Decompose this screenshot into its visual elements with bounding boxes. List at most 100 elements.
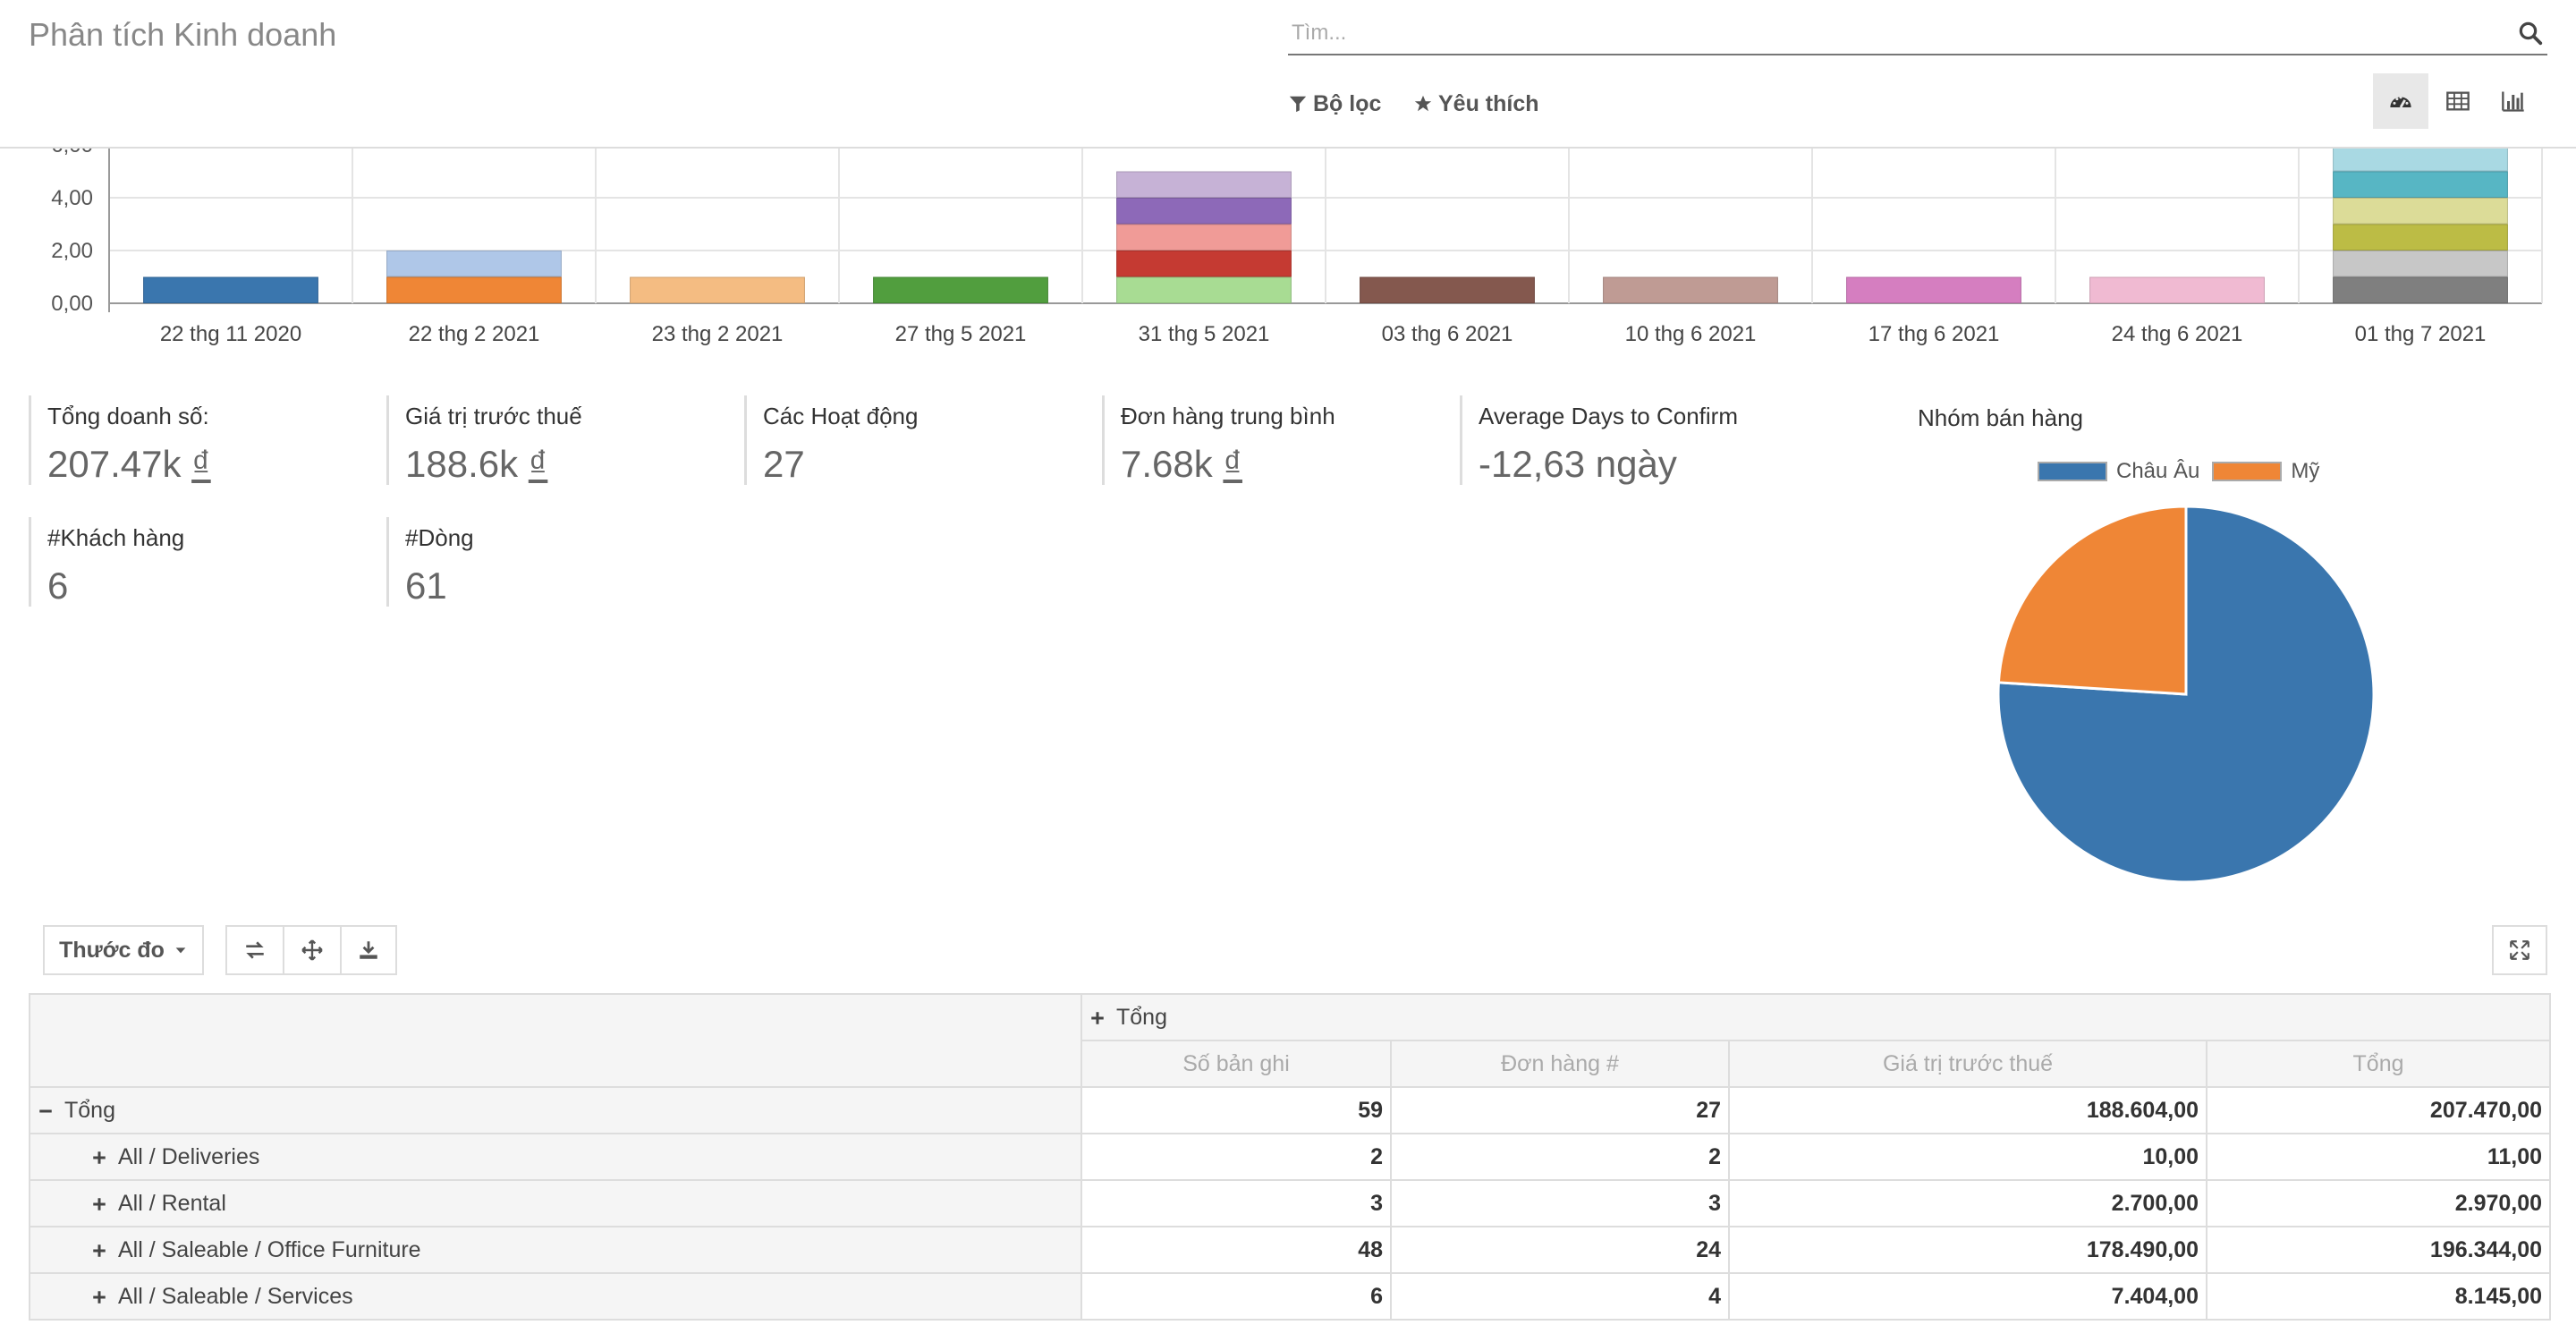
pivot-row-header[interactable]: Tổng bbox=[29, 1086, 1082, 1134]
plus-icon bbox=[93, 1198, 106, 1210]
caret-down-icon bbox=[175, 947, 186, 954]
bar-segment[interactable] bbox=[2333, 224, 2508, 251]
bar-segment-outline bbox=[1846, 276, 2021, 303]
bar-segment[interactable] bbox=[1116, 276, 1292, 304]
pivot-cell[interactable]: 10,00 bbox=[1728, 1133, 2207, 1181]
bar-chart-icon bbox=[2502, 91, 2524, 112]
pivot-header-row: Tổng bbox=[29, 993, 2552, 1088]
fullscreen-button[interactable] bbox=[2492, 925, 2547, 975]
kpi-average-order[interactable]: Đơn hàng trung bình 7.68k ₫ bbox=[1102, 395, 1335, 485]
search-input[interactable] bbox=[1290, 14, 2492, 52]
pivot-col-group-header[interactable]: Tổng bbox=[1080, 993, 2552, 1041]
kpi-days-to-confirm[interactable]: Average Days to Confirm -12,63 ngày bbox=[1460, 395, 1738, 485]
pivot-cell[interactable]: 4 bbox=[1390, 1272, 1730, 1321]
bar-segment[interactable] bbox=[386, 251, 562, 277]
kpi-label: #Khách hàng bbox=[47, 524, 185, 551]
favorites-button[interactable]: Yêu thích bbox=[1413, 88, 1539, 120]
pivot-row-header[interactable]: All / Rental bbox=[29, 1179, 1082, 1227]
kpi-activities[interactable]: Các Hoạt động 27 bbox=[744, 395, 918, 485]
bar-segment[interactable] bbox=[1360, 276, 1535, 304]
pie-chart bbox=[1996, 505, 2376, 884]
search-icon[interactable] bbox=[2517, 20, 2544, 47]
pivot-measure-header[interactable]: Đơn hàng # bbox=[1390, 1040, 1730, 1088]
pivot-cell[interactable]: 59 bbox=[1080, 1086, 1392, 1134]
star-icon bbox=[1414, 95, 1432, 112]
bar-segment[interactable] bbox=[2333, 198, 2508, 225]
bar-segment[interactable] bbox=[2333, 251, 2508, 277]
bar-segment[interactable] bbox=[1116, 224, 1292, 251]
bar-segment[interactable] bbox=[2333, 276, 2508, 304]
pivot-cell[interactable]: 3 bbox=[1080, 1179, 1392, 1227]
filter-button[interactable]: Bộ lọc bbox=[1288, 88, 1381, 120]
pivot-cell[interactable]: 48 bbox=[1080, 1226, 1392, 1274]
kpi-value: 7.68k ₫ bbox=[1121, 443, 1242, 485]
expand-all-button[interactable] bbox=[283, 925, 342, 975]
kpi-untaxed-total[interactable]: Giá trị trước thuế 188.6k ₫ bbox=[386, 395, 582, 485]
legend-item[interactable]: Mỹ bbox=[2212, 459, 2319, 484]
bar-segment-outline bbox=[1116, 251, 1292, 277]
kpi-value: 27 bbox=[763, 443, 805, 485]
kpi-label: Các Hoạt động bbox=[763, 403, 919, 429]
pivot-cell[interactable]: 2 bbox=[1390, 1133, 1730, 1181]
bar-segment[interactable] bbox=[2333, 149, 2508, 172]
y-tick-label: 6,00 bbox=[51, 149, 93, 157]
measures-dropdown[interactable]: Thước đo bbox=[43, 925, 204, 975]
pivot-cell[interactable]: 207.470,00 bbox=[2205, 1086, 2552, 1134]
pivot-cell[interactable]: 7.404,00 bbox=[1728, 1272, 2207, 1321]
pivot-measure-header[interactable]: Tổng bbox=[2205, 1040, 2552, 1088]
pivot-cell[interactable]: 6 bbox=[1080, 1272, 1392, 1321]
x-tick-label: 27 thg 5 2021 bbox=[895, 322, 1027, 346]
pie-slice[interactable] bbox=[1996, 505, 2188, 696]
bar-segment-outline bbox=[1116, 276, 1292, 303]
kpi-lines[interactable]: #Dòng 61 bbox=[386, 517, 474, 607]
pivot-cell[interactable]: 24 bbox=[1390, 1226, 1730, 1274]
pie-slice[interactable] bbox=[1996, 505, 2376, 884]
kpi-label: Average Days to Confirm bbox=[1479, 403, 1738, 429]
pivot-cell[interactable]: 2.970,00 bbox=[2205, 1179, 2552, 1227]
pivot-cell[interactable]: 27 bbox=[1390, 1086, 1730, 1134]
bar-segment[interactable] bbox=[1603, 276, 1778, 304]
bar-segment[interactable] bbox=[2089, 276, 2265, 304]
download-button[interactable] bbox=[340, 925, 397, 975]
plus-icon bbox=[93, 1291, 106, 1304]
bar-segment[interactable] bbox=[143, 276, 318, 304]
pivot-cell[interactable]: 178.490,00 bbox=[1728, 1226, 2207, 1274]
dashboard-view-button[interactable] bbox=[2373, 73, 2428, 129]
plus-icon bbox=[93, 1151, 106, 1164]
pivot-row-header[interactable]: All / Deliveries bbox=[29, 1133, 1082, 1181]
bar-segment[interactable] bbox=[1116, 198, 1292, 225]
graph-view-button[interactable] bbox=[2486, 73, 2541, 129]
pivot-cell[interactable]: 11,00 bbox=[2205, 1133, 2552, 1181]
kpi-customers[interactable]: #Khách hàng 6 bbox=[29, 517, 184, 607]
flip-axis-button[interactable] bbox=[225, 925, 284, 975]
pivot-cell[interactable]: 8.145,00 bbox=[2205, 1272, 2552, 1321]
kpi-label: Đơn hàng trung bình bbox=[1121, 403, 1335, 429]
download-icon bbox=[360, 941, 377, 959]
kpi-value: 188.6k ₫ bbox=[405, 443, 548, 485]
bar-segment[interactable] bbox=[873, 276, 1048, 304]
pivot-cell[interactable]: 196.344,00 bbox=[2205, 1226, 2552, 1274]
pie-legend: Châu Âu Mỹ bbox=[2038, 458, 2319, 485]
pivot-row-header[interactable]: All / Saleable / Office Furniture bbox=[29, 1226, 1082, 1274]
pivot-cell[interactable]: 2.700,00 bbox=[1728, 1179, 2207, 1227]
pivot-row-header[interactable]: All / Saleable / Services bbox=[29, 1272, 1082, 1321]
pivot-measure-header[interactable]: Giá trị trước thuế bbox=[1728, 1040, 2207, 1088]
pivot-cell[interactable]: 188.604,00 bbox=[1728, 1086, 2207, 1134]
bar-segment[interactable] bbox=[1116, 251, 1292, 277]
bar-segment[interactable] bbox=[1846, 276, 2021, 304]
pivot-measure-header[interactable]: Số bản ghi bbox=[1080, 1040, 1392, 1088]
table-view-button[interactable] bbox=[2430, 73, 2486, 129]
measures-label: Thước đo bbox=[59, 937, 165, 963]
x-tick-label: 22 thg 2 2021 bbox=[409, 322, 540, 346]
bar-segment[interactable] bbox=[630, 276, 805, 304]
bar-segment[interactable] bbox=[1116, 171, 1292, 199]
bar-segment[interactable] bbox=[386, 276, 562, 304]
x-tick-label: 10 thg 6 2021 bbox=[1625, 322, 1757, 346]
kpi-total-sales[interactable]: Tổng doanh số: 207.47k ₫ bbox=[29, 395, 211, 485]
pivot-cell[interactable]: 2 bbox=[1080, 1133, 1392, 1181]
pivot-cell[interactable]: 3 bbox=[1390, 1179, 1730, 1227]
legend-swatch bbox=[2038, 462, 2107, 481]
legend-item[interactable]: Châu Âu bbox=[2038, 459, 2199, 484]
bar-segment[interactable] bbox=[2333, 171, 2508, 199]
swap-icon bbox=[246, 941, 264, 959]
